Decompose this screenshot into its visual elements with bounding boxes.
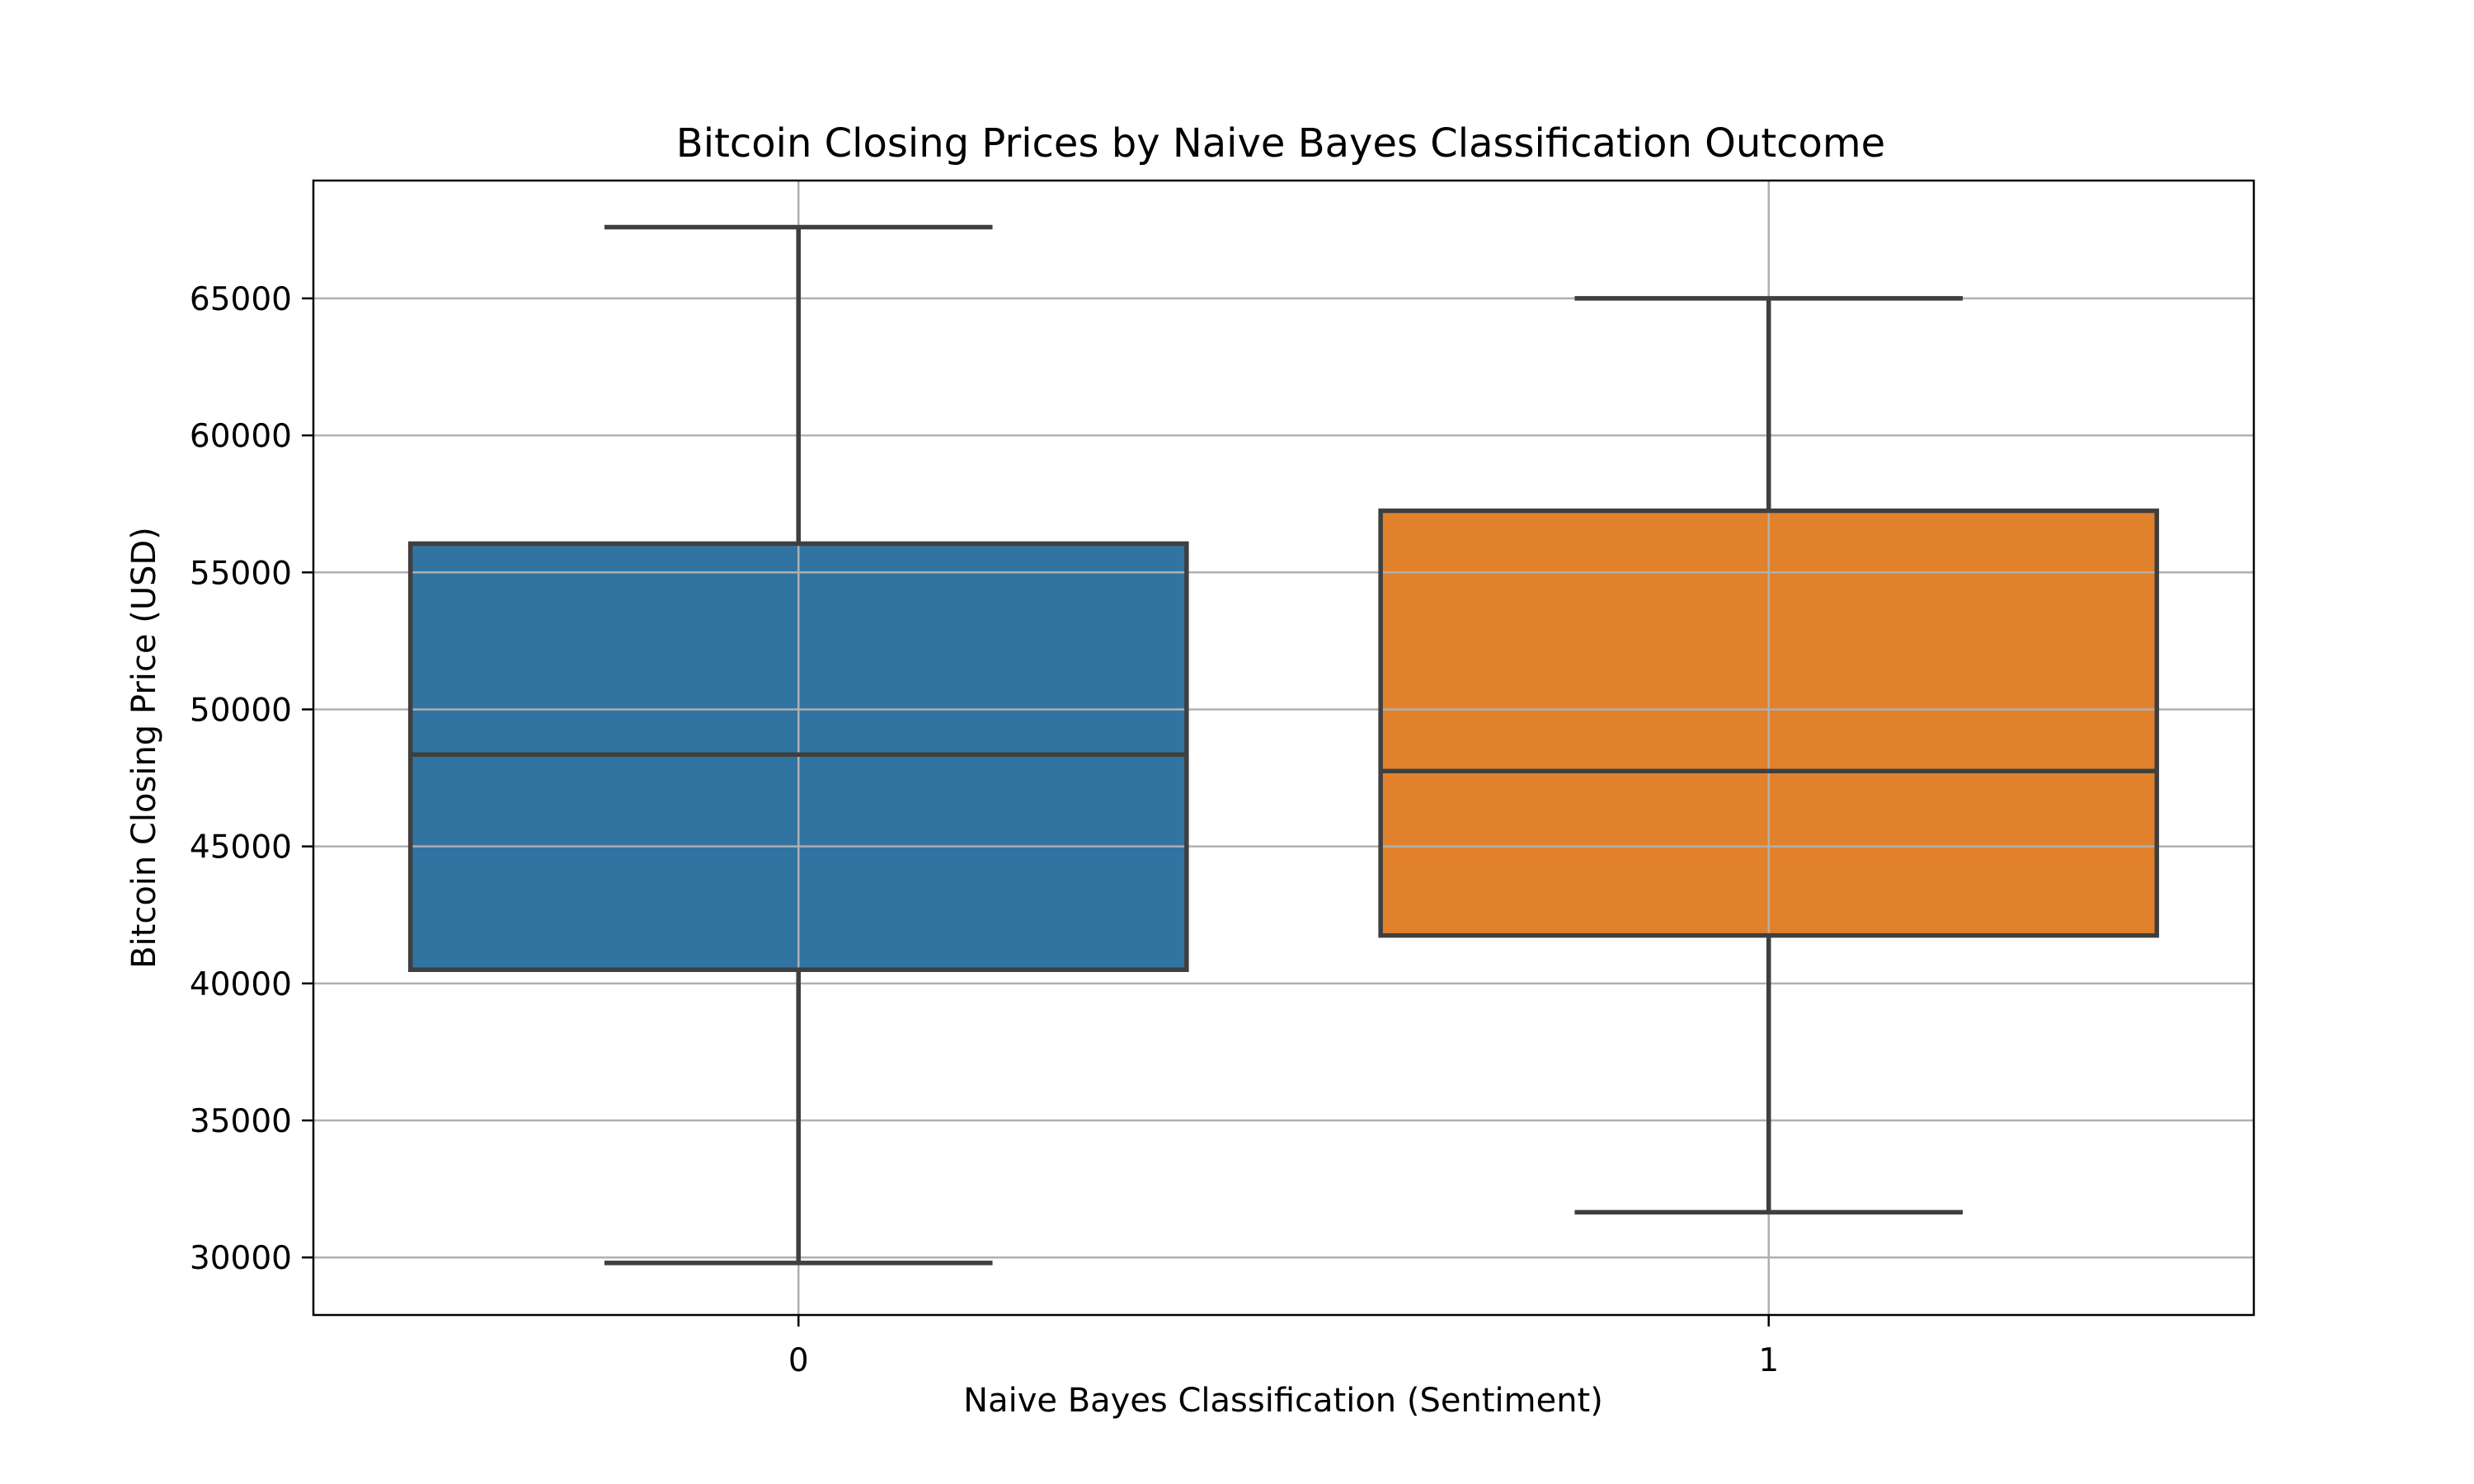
iqr-box-outline [1378,508,2160,938]
chart-title: Bitcoin Closing Prices by Naive Bayes Cl… [676,120,1885,167]
box-group-0 [407,224,1189,1266]
box-group-1 [1378,296,2160,1215]
x-tick-label: 1 [1758,1342,1779,1379]
tick-layer: 30000 35000 40000 45000 50000 55000 60000 65000… [190,281,1779,1379]
y-axis-label: Bitcoin Closing Price (USD) [125,527,163,969]
plot-frame [312,179,2255,1317]
box-layer [407,224,2160,1266]
y-tick-label: 65000 [190,281,292,318]
x-tick-label: 0 [788,1342,809,1379]
y-tick-label: 30000 [190,1240,292,1277]
y-tick-label: 60000 [190,418,292,455]
y-tick-label: 35000 [190,1103,292,1140]
y-tick-label: 40000 [190,966,292,1003]
y-tick-label: 50000 [190,692,292,729]
y-tick-label: 45000 [190,829,292,866]
y-tick-label: 55000 [190,555,292,592]
x-axis-label: Naive Bayes Classification (Sentiment) [963,1382,1603,1420]
